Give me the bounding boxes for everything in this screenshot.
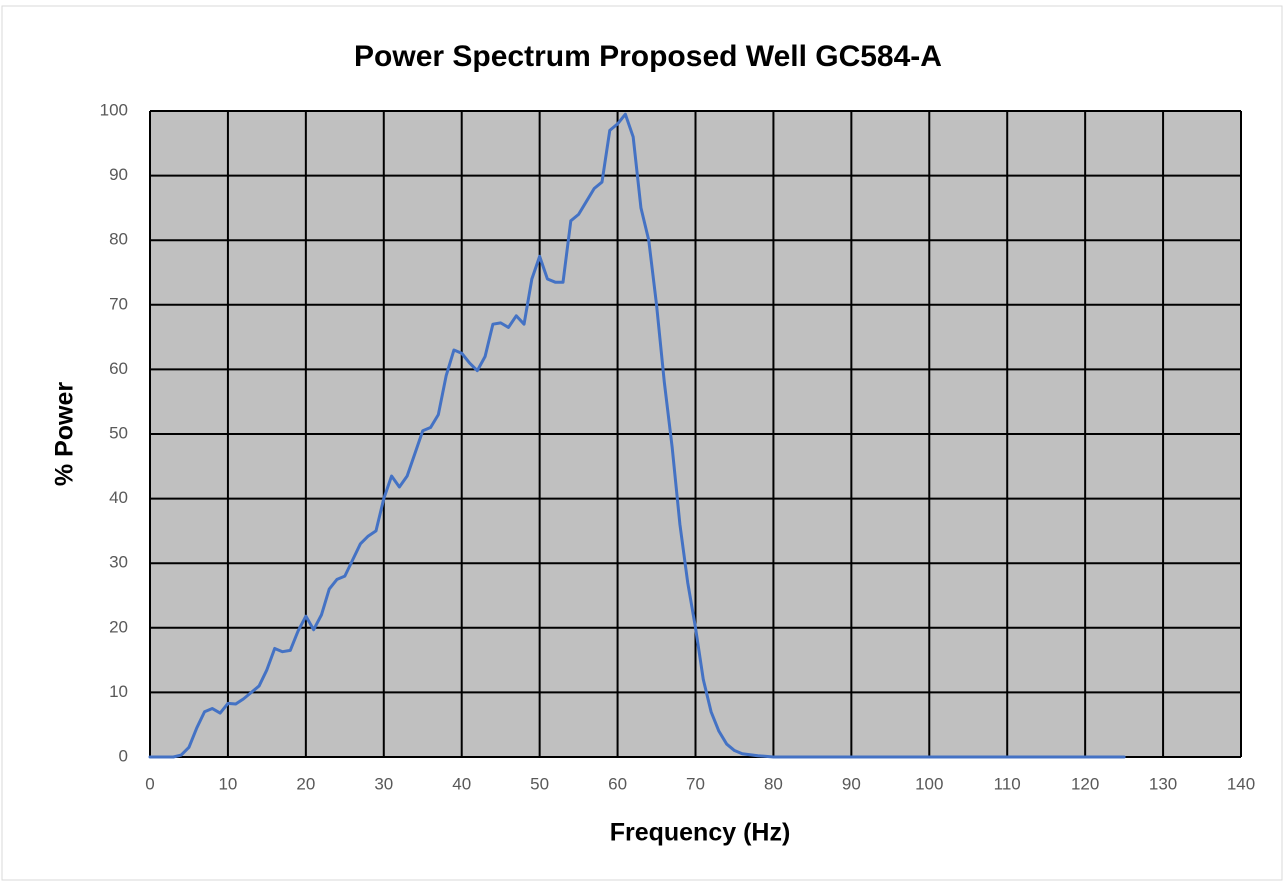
- x-tick-label: 70: [686, 774, 705, 793]
- y-tick-label: 70: [109, 294, 128, 313]
- x-tick-label: 30: [374, 774, 393, 793]
- x-tick-label: 100: [915, 774, 943, 793]
- x-tick-label: 90: [842, 774, 861, 793]
- y-tick-label: 60: [109, 359, 128, 378]
- y-tick-label: 100: [100, 100, 128, 119]
- x-tick-label: 40: [452, 774, 471, 793]
- data-line: [148, 112, 1126, 759]
- y-tick-label: 50: [109, 423, 128, 442]
- x-tick-label: 80: [764, 774, 783, 793]
- y-tick-label: 40: [109, 488, 128, 507]
- x-tick-label: 110: [994, 774, 1021, 793]
- x-tick-label: 140: [1227, 774, 1255, 793]
- chart-title: Power Spectrum Proposed Well GC584-A: [354, 40, 942, 73]
- x-tick-label: 120: [1071, 774, 1099, 793]
- x-tick-label: 60: [608, 774, 627, 793]
- y-tick-label: 0: [119, 746, 128, 765]
- x-tick-label: 20: [296, 774, 315, 793]
- y-tick-label: 80: [109, 230, 128, 249]
- y-tick-label: 30: [109, 553, 128, 572]
- y-axis-label: % Power: [51, 382, 79, 486]
- x-tick-label: 10: [218, 774, 237, 793]
- y-tick-label: 10: [109, 682, 128, 701]
- x-tick-label: 130: [1149, 774, 1177, 793]
- x-tick-label: 0: [145, 774, 154, 793]
- y-tick-label: 20: [109, 617, 128, 636]
- y-tick-label: 90: [109, 165, 128, 184]
- x-tick-label: 50: [530, 774, 549, 793]
- x-axis-label: Frequency (Hz): [610, 819, 791, 847]
